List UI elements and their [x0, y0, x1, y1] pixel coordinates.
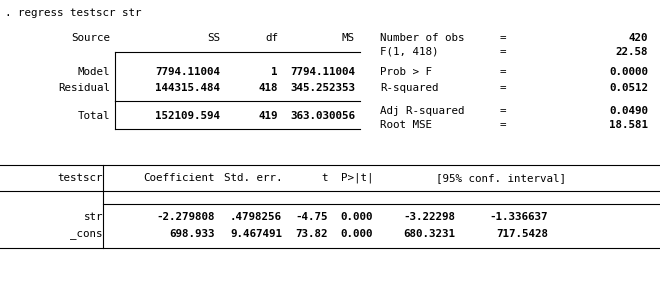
Text: 0.000: 0.000: [341, 229, 373, 239]
Text: 22.58: 22.58: [616, 47, 648, 57]
Text: 0.0512: 0.0512: [609, 83, 648, 93]
Text: -3.22298: -3.22298: [403, 212, 455, 222]
Text: Adj R-squared: Adj R-squared: [380, 106, 465, 116]
Text: . regress testscr str: . regress testscr str: [5, 8, 141, 18]
Text: Residual: Residual: [58, 83, 110, 93]
Text: [95% conf. interval]: [95% conf. interval]: [436, 173, 566, 183]
Text: Std. err.: Std. err.: [224, 173, 282, 183]
Text: 7794.11004: 7794.11004: [155, 67, 220, 77]
Text: 0.0490: 0.0490: [609, 106, 648, 116]
Text: 152109.594: 152109.594: [155, 111, 220, 121]
Text: Total: Total: [77, 111, 110, 121]
Text: 7794.11004: 7794.11004: [290, 67, 355, 77]
Text: Root MSE: Root MSE: [380, 120, 432, 130]
Text: 144315.484: 144315.484: [155, 83, 220, 93]
Text: 345.252353: 345.252353: [290, 83, 355, 93]
Text: 717.5428: 717.5428: [496, 229, 548, 239]
Text: -2.279808: -2.279808: [156, 212, 215, 222]
Text: 418: 418: [259, 83, 278, 93]
Text: 419: 419: [259, 111, 278, 121]
Text: 1: 1: [271, 67, 278, 77]
Text: Model: Model: [77, 67, 110, 77]
Text: MS: MS: [342, 33, 355, 43]
Text: =: =: [500, 67, 506, 77]
Text: 420: 420: [628, 33, 648, 43]
Text: testscr: testscr: [57, 173, 103, 183]
Text: df: df: [265, 33, 278, 43]
Text: 73.82: 73.82: [296, 229, 328, 239]
Text: t: t: [321, 173, 328, 183]
Text: 363.030056: 363.030056: [290, 111, 355, 121]
Text: F(1, 418): F(1, 418): [380, 47, 438, 57]
Text: SS: SS: [207, 33, 220, 43]
Text: R-squared: R-squared: [380, 83, 438, 93]
Text: 698.933: 698.933: [170, 229, 215, 239]
Text: Coefficient: Coefficient: [143, 173, 215, 183]
Text: Number of obs: Number of obs: [380, 33, 465, 43]
Text: _cons: _cons: [71, 229, 103, 239]
Text: 680.3231: 680.3231: [403, 229, 455, 239]
Text: 0.0000: 0.0000: [609, 67, 648, 77]
Text: =: =: [500, 106, 506, 116]
Text: Prob > F: Prob > F: [380, 67, 432, 77]
Text: -1.336637: -1.336637: [490, 212, 548, 222]
Text: P>|t|: P>|t|: [341, 173, 373, 183]
Text: 9.467491: 9.467491: [230, 229, 282, 239]
Text: =: =: [500, 120, 506, 130]
Text: 18.581: 18.581: [609, 120, 648, 130]
Text: -4.75: -4.75: [296, 212, 328, 222]
Text: 0.000: 0.000: [341, 212, 373, 222]
Text: str: str: [84, 212, 103, 222]
Text: .4798256: .4798256: [230, 212, 282, 222]
Text: =: =: [500, 47, 506, 57]
Text: =: =: [500, 83, 506, 93]
Text: =: =: [500, 33, 506, 43]
Text: Source: Source: [71, 33, 110, 43]
